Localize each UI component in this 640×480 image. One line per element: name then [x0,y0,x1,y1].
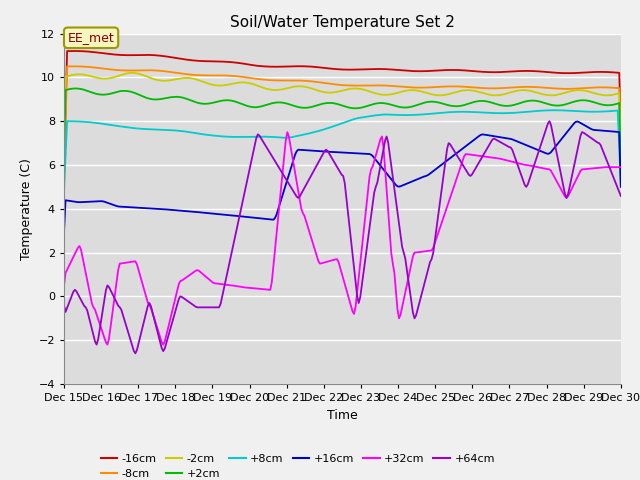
X-axis label: Time: Time [327,408,358,421]
Y-axis label: Temperature (C): Temperature (C) [20,158,33,260]
Title: Soil/Water Temperature Set 2: Soil/Water Temperature Set 2 [230,15,455,30]
Legend: -16cm, -8cm, -2cm, +2cm, +8cm, +16cm, +32cm, +64cm: -16cm, -8cm, -2cm, +2cm, +8cm, +16cm, +3… [96,449,500,480]
Text: EE_met: EE_met [68,31,115,44]
